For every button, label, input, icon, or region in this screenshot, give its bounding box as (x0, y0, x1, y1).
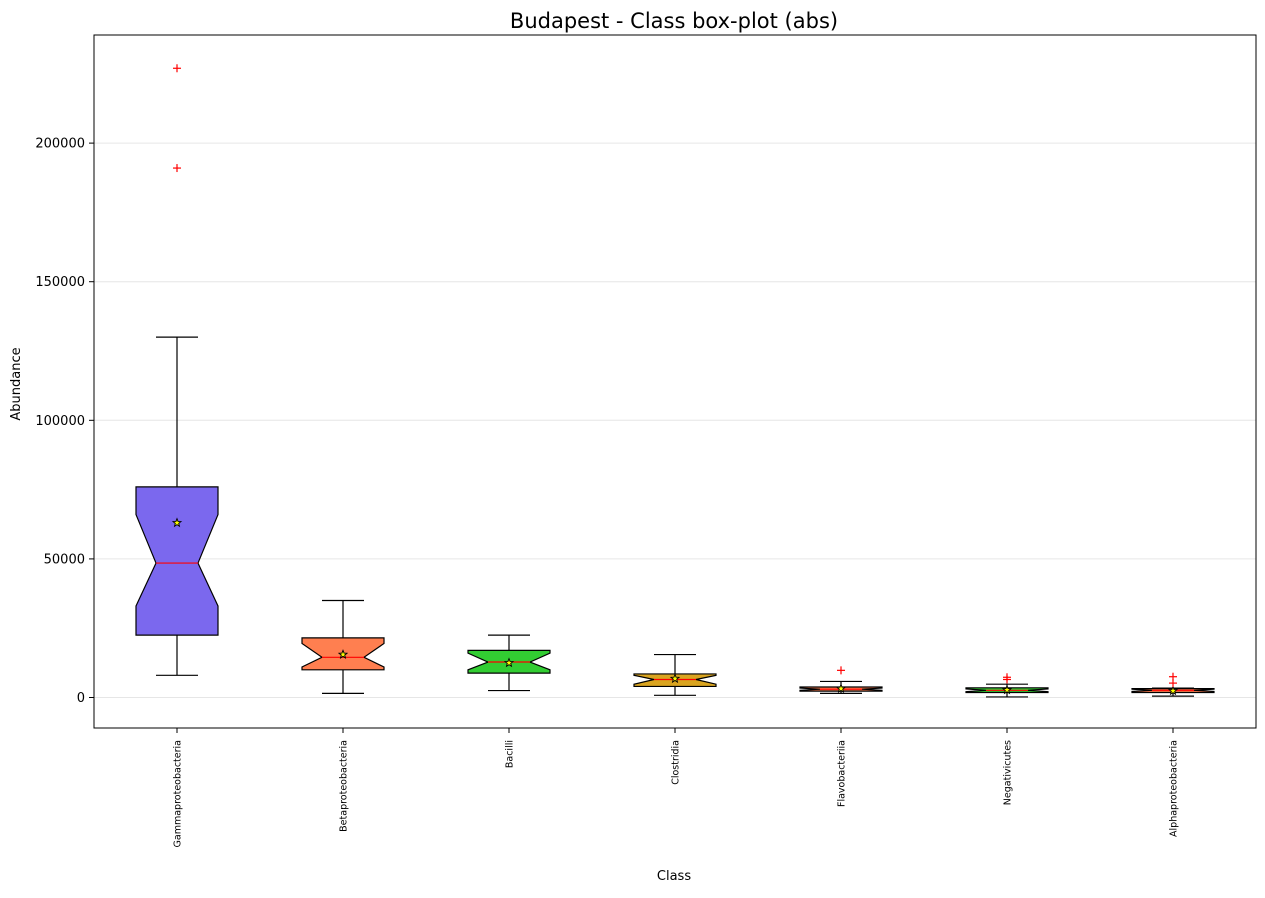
outlier-marker (837, 666, 845, 675)
chart-title: Budapest - Class box-plot (abs) (510, 9, 838, 33)
x-tick-label: Betaproteobacteria (339, 740, 350, 832)
mean-marker (1001, 684, 1013, 695)
box-group (633, 653, 717, 696)
y-axis-label: Abundance (9, 347, 24, 420)
box-group (799, 666, 883, 694)
box-group (135, 64, 219, 676)
outlier-marker (173, 164, 181, 173)
box-layer (135, 64, 1215, 698)
grid-layer (94, 142, 1256, 699)
box-body (135, 486, 219, 636)
plot-frame (93, 34, 1257, 729)
x-tick-label: Alphaproteobacteria (1169, 740, 1180, 837)
box-group (1131, 672, 1215, 697)
mean-marker (669, 673, 681, 684)
box-group (965, 673, 1049, 698)
x-tick-label: Gammaproteobacteria (173, 740, 184, 847)
outlier-marker (173, 64, 181, 73)
y-tick-label: 200000 (35, 137, 85, 152)
y-tick-label: 50000 (44, 552, 85, 567)
mean-marker (503, 657, 515, 668)
mean-marker (171, 517, 183, 528)
x-tick-label: Negativicutes (1003, 740, 1014, 805)
y-tick-label: 100000 (35, 414, 85, 429)
box-group (467, 634, 551, 692)
y-tick-label: 0 (77, 691, 85, 706)
x-tick-label: Clostridia (671, 740, 682, 785)
outlier-marker (1169, 672, 1177, 681)
x-tick-label: Flavobacteriia (837, 740, 848, 807)
mean-marker (337, 649, 349, 659)
y-tick-label: 150000 (35, 275, 85, 290)
box-group (301, 599, 385, 694)
outlier-marker (1003, 673, 1011, 682)
x-tick-label: Bacilli (505, 740, 516, 768)
x-axis-label: Class (657, 869, 691, 884)
mean-marker (835, 683, 847, 694)
x-axis: Gammaproteobacteria Betaproteobacteria Bac… (173, 728, 1180, 847)
mean-marker (1167, 685, 1179, 696)
y-axis: 0 50000 100000 150000 200000 (35, 137, 94, 706)
